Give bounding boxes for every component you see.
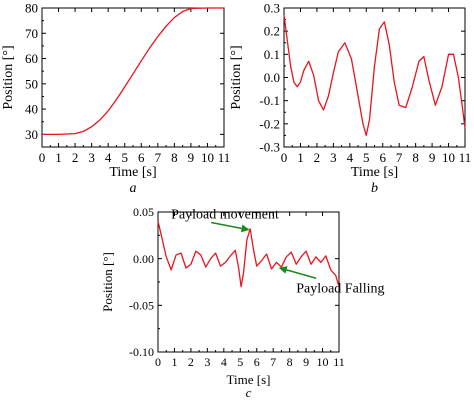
- y-tick-label: 70: [25, 26, 38, 41]
- x-tick-label: 5: [121, 150, 128, 165]
- y-axis-label: Position [°]: [229, 45, 244, 109]
- annotation-label: Payload Falling: [296, 281, 384, 296]
- x-tick-label: 11: [459, 150, 472, 165]
- x-tick-label: 7: [155, 150, 162, 165]
- y-axis-label: Position [°]: [100, 252, 115, 312]
- y-tick-label: 80: [25, 1, 38, 16]
- x-tick-label: 7: [396, 150, 403, 165]
- x-tick-label: 8: [287, 355, 293, 369]
- x-tick-label: 0: [155, 355, 161, 369]
- y-tick-label: 30: [25, 127, 38, 142]
- x-tick-label: 9: [188, 150, 195, 165]
- x-axis-label: Time [s]: [227, 372, 271, 387]
- y-tick-label: 0.3: [264, 1, 280, 16]
- x-tick-label: 8: [171, 150, 178, 165]
- x-tick-label: 9: [303, 355, 309, 369]
- x-axis-label: Time [s]: [351, 165, 398, 180]
- chart-a: 0 1 2 3 4 5 6 7 8 9 10 11 30 40 50 60 70 80 Time [s] Positi…: [1, 1, 230, 196]
- x-tick-label: 3: [88, 150, 95, 165]
- plot-frame: [41, 7, 225, 148]
- y-tick-label: 0.2: [264, 24, 280, 39]
- x-tick-label: 0: [39, 150, 46, 165]
- y-tick-label: -0.2: [259, 116, 280, 131]
- panel-caption: c: [246, 385, 252, 400]
- y-tick-label: -0.3: [259, 140, 280, 155]
- x-tick-label: 4: [221, 355, 227, 369]
- x-tick-label: 0: [281, 150, 288, 165]
- panel-caption: b: [371, 181, 378, 196]
- y-tick-label: -0.1: [259, 93, 280, 108]
- x-tick-label: 10: [442, 150, 455, 165]
- x-tick-label: 1: [297, 150, 304, 165]
- plot-frame: [283, 7, 466, 148]
- x-tick-label: 7: [270, 355, 276, 369]
- x-tick-label: 3: [330, 150, 337, 165]
- x-tick-label: 9: [429, 150, 436, 165]
- y-tick-label: 0.05: [133, 205, 154, 219]
- series-line: [283, 14, 466, 137]
- y-tick-label: -0.10: [129, 345, 154, 359]
- x-tick-label: 4: [347, 150, 354, 165]
- y-tick-label: 0.1: [264, 47, 280, 62]
- x-tick-label: 1: [55, 150, 62, 165]
- panel-caption: a: [130, 181, 137, 196]
- chart-c: 0 1 2 3 4 5 6 7 8 9 10 11 -0.10 -0.05 0.00 0.05 Time [s]…: [100, 205, 384, 400]
- x-tick-label: 8: [412, 150, 419, 165]
- x-tick-label: 4: [105, 150, 112, 165]
- annotation-label: Payload movement: [171, 208, 279, 223]
- x-tick-label: 6: [379, 150, 386, 165]
- x-tick-label: 6: [254, 355, 260, 369]
- y-tick-label: 40: [25, 102, 38, 117]
- x-tick-label: 5: [237, 355, 243, 369]
- x-tick-label: 11: [333, 355, 345, 369]
- x-tick-label: 2: [72, 150, 79, 165]
- x-tick-label: 5: [363, 150, 370, 165]
- series-line: [42, 7, 224, 136]
- y-tick-label: 60: [25, 51, 38, 66]
- y-tick-label: 0.0: [264, 70, 280, 85]
- series-line: [157, 221, 340, 288]
- y-tick-label: -0.05: [129, 299, 154, 313]
- x-tick-label: 10: [201, 150, 214, 165]
- x-tick-label: 3: [204, 355, 210, 369]
- y-tick-label: 50: [25, 76, 38, 91]
- x-tick-label: 2: [188, 355, 194, 369]
- x-tick-label: 2: [314, 150, 321, 165]
- x-tick-label: 10: [317, 355, 329, 369]
- x-tick-label: 6: [138, 150, 145, 165]
- y-tick-label: 0.00: [133, 252, 154, 266]
- chart-b: 0 1 2 3 4 5 6 7 8 9 10 11 -0.3 -0.2 -0.1 0.0 0.1 0.2 0.3 Ti…: [229, 1, 471, 196]
- y-axis-label: Position [°]: [1, 45, 16, 109]
- x-tick-label: 11: [218, 150, 231, 165]
- x-axis-label: Time [s]: [109, 165, 156, 180]
- annotation-arrow: [211, 221, 250, 233]
- annotation-arrow: [278, 266, 317, 279]
- x-tick-label: 1: [171, 355, 177, 369]
